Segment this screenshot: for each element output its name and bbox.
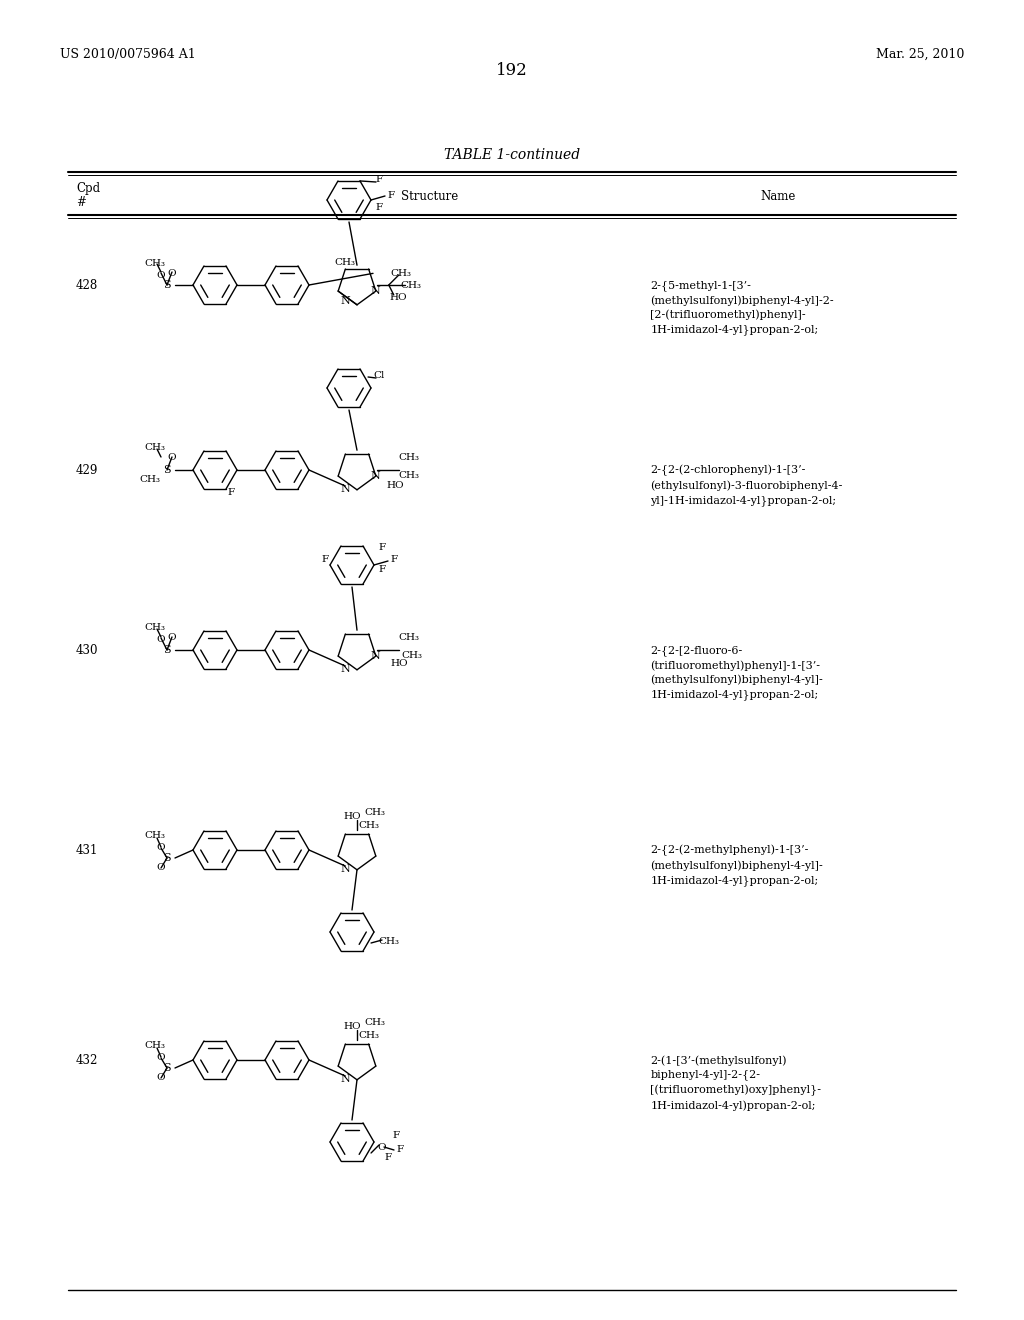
Text: O: O [157,843,165,853]
Text: HO: HO [343,812,360,821]
Text: S: S [163,465,171,475]
Text: N: N [340,484,350,494]
Text: N: N [340,1073,350,1084]
Text: F: F [379,565,386,574]
Text: 2-{2-[2-fluoro-6-
(trifluoromethyl)phenyl]-1-[3’-
(methylsulfonyl)biphenyl-4-yl]: 2-{2-[2-fluoro-6- (trifluoromethyl)pheny… [650,645,823,700]
Text: O: O [168,268,176,277]
Text: CH₃: CH₃ [379,937,399,946]
Text: O: O [157,635,165,644]
Text: CH₃: CH₃ [144,444,166,453]
Text: O: O [157,863,165,873]
Text: TABLE 1-continued: TABLE 1-continued [444,148,580,162]
Text: F: F [387,190,394,199]
Text: 430: 430 [76,644,98,657]
Text: CH₃: CH₃ [144,623,166,632]
Text: N: N [371,286,381,296]
Text: O: O [378,1143,386,1151]
Text: #: # [76,195,86,209]
Text: 428: 428 [76,279,98,292]
Text: F: F [227,487,234,496]
Text: 431: 431 [76,843,98,857]
Text: Cpd: Cpd [76,182,100,195]
Text: S: S [163,1063,171,1073]
Text: O: O [157,1073,165,1082]
Text: N: N [371,471,381,480]
Text: 192: 192 [496,62,528,79]
Text: F: F [379,543,386,552]
Text: Name: Name [761,190,796,203]
Text: F: F [392,1131,399,1140]
Text: 2-{2-(2-methylphenyl)-1-[3’-
(methylsulfonyl)biphenyl-4-yl]-
1H-imidazol-4-yl}pr: 2-{2-(2-methylphenyl)-1-[3’- (methylsulf… [650,845,823,886]
Text: N: N [340,296,350,306]
Text: Mar. 25, 2010: Mar. 25, 2010 [876,48,964,61]
Text: CH₃: CH₃ [365,808,385,817]
Text: S: S [163,645,171,655]
Text: CH₃: CH₃ [390,268,412,277]
Text: HO: HO [386,482,403,491]
Text: O: O [168,634,176,643]
Text: CH₃: CH₃ [144,1041,166,1051]
Text: F: F [376,203,383,213]
Text: CH₃: CH₃ [335,259,355,268]
Text: CH₃: CH₃ [365,1018,385,1027]
Text: N: N [340,863,350,874]
Text: Cl: Cl [374,371,385,380]
Text: O: O [168,454,176,462]
Text: F: F [390,556,397,565]
Text: HO: HO [390,660,408,668]
Text: Structure: Structure [401,190,459,203]
Text: F: F [376,176,383,185]
Text: CH₃: CH₃ [398,634,419,643]
Text: CH₃: CH₃ [358,1031,380,1040]
Text: 2-(1-[3’-(methylsulfonyl)
biphenyl-4-yl]-2-{2-
[(trifluoromethyl)oxy]phenyl}-
1H: 2-(1-[3’-(methylsulfonyl) biphenyl-4-yl]… [650,1055,821,1111]
Text: CH₃: CH₃ [144,259,166,268]
Text: O: O [157,271,165,280]
Text: CH₃: CH₃ [401,651,422,660]
Text: N: N [371,651,381,661]
Text: F: F [322,556,329,565]
Text: F: F [396,1146,403,1155]
Text: HO: HO [343,1022,360,1031]
Text: CH₃: CH₃ [358,821,380,830]
Text: S: S [163,280,171,290]
Text: CH₃: CH₃ [398,470,419,479]
Text: CH₃: CH₃ [398,454,419,462]
Text: 2-{2-(2-chlorophenyl)-1-[3’-
(ethylsulfonyl)-3-fluorobiphenyl-4-
yl]-1H-imidazol: 2-{2-(2-chlorophenyl)-1-[3’- (ethylsulfo… [650,465,843,506]
Text: 2-{5-methyl-1-[3’-
(methylsulfonyl)biphenyl-4-yl]-2-
[2-(trifluoromethyl)phenyl]: 2-{5-methyl-1-[3’- (methylsulfonyl)biphe… [650,280,834,335]
Text: CH₃: CH₃ [144,832,166,841]
Text: CH₃: CH₃ [139,475,161,484]
Text: CH₃: CH₃ [400,281,421,289]
Text: S: S [163,853,171,863]
Text: O: O [157,1053,165,1063]
Text: 429: 429 [76,465,98,477]
Text: F: F [384,1154,391,1163]
Text: US 2010/0075964 A1: US 2010/0075964 A1 [60,48,196,61]
Text: N: N [340,664,350,673]
Text: HO: HO [390,293,408,301]
Text: 432: 432 [76,1053,98,1067]
